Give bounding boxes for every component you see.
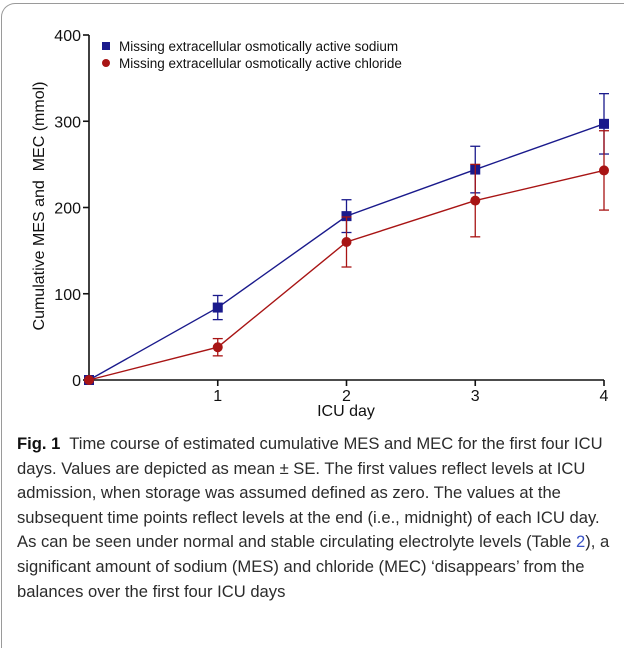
y-tick-label: 200 [54,201,81,218]
legend-label: Missing extracellular osmotically active… [119,39,398,54]
y-ticks: 0 100 200 300 400 [54,28,89,390]
x-tick-label: 3 [471,388,480,405]
caption-text: Time course of estimated cumulative MES … [17,434,608,552]
x-tick-label: 4 [600,388,609,405]
legend-marker [102,42,110,50]
line-chart: 0 100 200 300 400 1 2 3 4 ICU day Cumulative ME… [31,28,609,420]
series-2 [84,130,609,385]
data-point [212,302,223,313]
x-ticks: 1 2 3 4 [213,380,609,405]
x-axis-title: ICU day [317,403,375,420]
legend-label: Missing extracellular osmotically active… [119,56,402,71]
figure-frame [1,3,624,648]
data-point [599,165,609,176]
data-point [341,237,352,247]
data-point [599,118,609,129]
data-point [341,211,352,222]
y-tick-label: 0 [72,373,81,390]
table-reference-link[interactable]: 2 [575,532,586,552]
figure-caption: Fig. 1 Time course of estimated cumulati… [17,432,617,604]
caption-text-end: ), a significant amount of sodium (MES) … [17,532,610,601]
data-point [212,342,223,353]
data-point [470,195,481,206]
y-tick-label: 100 [54,287,81,304]
y-axis-title: Cumulative MES and MEC (mmol) [31,82,48,331]
y-tick-label: 400 [54,28,81,45]
x-tick-label: 2 [342,388,351,405]
legend: Missing extracellular osmotically active… [102,39,402,71]
x-tick-label: 1 [213,388,222,405]
data-point [84,375,94,385]
series-group [84,93,609,385]
y-tick-label: 300 [54,114,81,131]
legend-marker [102,59,110,67]
figure-label: Fig. 1 [17,434,61,453]
